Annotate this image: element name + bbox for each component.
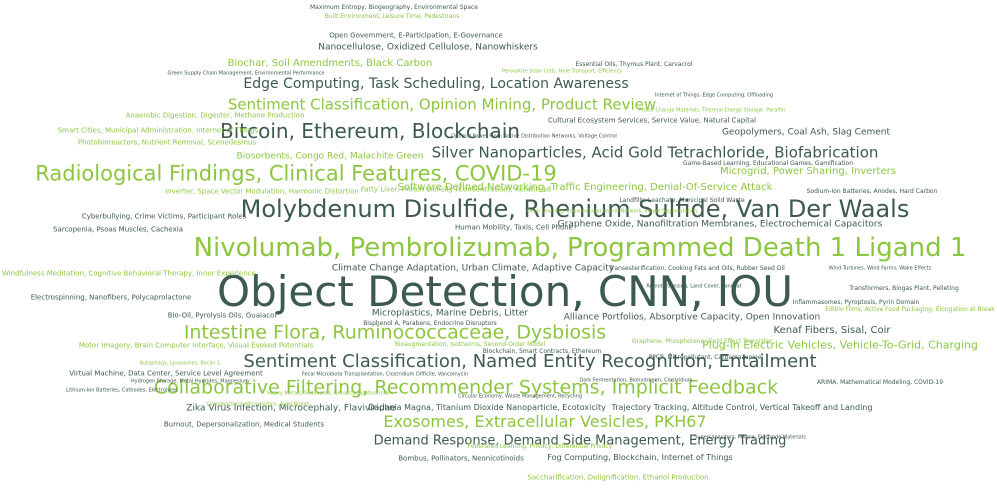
topic-word: Silver Nanoparticles, Acid Gold Tetrachl…: [431, 143, 879, 162]
topic-word: Hydrogen Storage, Metal Hydrides, Magnes…: [130, 378, 250, 385]
topic-word: Graphene Oxide, Nanofiltration Membranes…: [557, 219, 883, 230]
topic-word: Geopolymers, Coal Ash, Slag Cement: [721, 127, 891, 138]
topic-word: Sentiment Classification, Named Entity R…: [243, 351, 817, 372]
topic-word: Landfills, Leachate, Municipal Solid Was…: [619, 197, 745, 204]
topic-word: Remote Sensing, Land Cover, Landsat: [646, 283, 742, 290]
topic-word: Graphene, Phosphorene, Field Effect Tran…: [631, 338, 773, 345]
topic-word: Federated Learning, Privacy, Differentia…: [467, 443, 613, 450]
topic-word: Plug-in Electric Vehicles, Vehicle-To-Gr…: [702, 338, 978, 352]
topic-word: Bio-Oil, Pyrolysis Oils, Guaiacol: [167, 311, 277, 320]
topic-word: Daphnia Magna, Titanium Dioxide Nanopart…: [368, 403, 606, 412]
topic-word: Internet of Things, Edge Computing, Offl…: [654, 92, 774, 99]
topic-word: Fatty Liver, Proton Density (Concentrati…: [360, 185, 552, 194]
topic-word: Collaborative Filtering, Recommender Sys…: [153, 376, 779, 399]
topic-word: Heavy Metals, Sediments, Geoaccumulation…: [267, 390, 393, 397]
topic-word: Molybdenum Disulfide, Rhenium Sulfide, V…: [240, 195, 910, 223]
topic-word: Built Environment, Leisure Time, Pedestr…: [324, 13, 460, 20]
topic-word: Autophagy, Lysosomes, Beclin 1: [139, 360, 221, 367]
topic-word: Optimal Power Flow, Active Distribution …: [451, 133, 617, 140]
topic-word: Perovskite Solar Cells, Hole Transport, …: [501, 68, 623, 75]
topic-word: Object Detection, CNN, IOU: [217, 267, 793, 316]
topic-word: Nanocellulose, Oxidized Cellulose, Nanow…: [318, 42, 538, 53]
topic-word: Motor Imagery, Brain Computer Interface,…: [78, 341, 314, 350]
topic-word: Dark Fermentation, Biohydrogen, Clostrid…: [579, 377, 693, 384]
topic-word: ARIMA, Mathematical Modeling, COVID-19: [816, 379, 944, 386]
topic-word: PPCP, Micropollutant, Carbamazepine: [648, 354, 762, 361]
topic-word: Phase Change Materials, Thermal Energy S…: [638, 107, 786, 114]
topic-word: Trajectory Tracking, Altitude Control, V…: [611, 403, 873, 412]
topic-word: Electrospinning, Nanofibers, Polycaprola…: [30, 293, 192, 302]
topic-word: Green Supply Chain Management, Environme…: [167, 70, 325, 77]
topic-word: Fog Computing, Blockchain, Internet of T…: [547, 453, 733, 462]
topic-word: Alliance Portfolios, Absorptive Capacity…: [563, 312, 821, 323]
topic-word: Exosomes, Extracellular Vesicles, PKH67: [383, 412, 707, 431]
topic-word: Inflammasomes, Pyroptosis, Pyrin Domain: [792, 299, 920, 306]
topic-word: Nivolumab, Pembrolizumab, Programmed Dea…: [193, 233, 967, 263]
topic-word: Open Government, E-Participation, E-Gove…: [329, 31, 503, 40]
topic-word: Bombus, Pollinators, Neonicotinoids: [398, 454, 524, 463]
topic-word: Biochar, Soil Amendments, Black Carbon: [227, 58, 433, 69]
topic-word: Biosorbents, Congo Red, Malachite Green: [236, 151, 424, 162]
topic-word: Essential Oils, Thymus Plant, Carvacrol: [575, 61, 693, 68]
topic-word: Kenaf Fibers, Sisal, Coir: [773, 325, 891, 336]
topic-word: Sentiment Classification, Opinion Mining…: [227, 95, 657, 114]
topic-word: Windfulness Meditation, Cognitive Behavi…: [2, 269, 256, 278]
topic-word: Inverter, Space Vector Modulation, Harmo…: [165, 187, 359, 196]
topic-word: Blockchain, Smart Contracts, Ethereum: [482, 348, 602, 355]
topic-word: Transesterification, Cooking Fats and Oi…: [609, 265, 785, 272]
topic-word: Microgrid, Power Sharing, Inverters: [720, 166, 896, 177]
topic-word: Supercapacitors, MXene, Electrode Materi…: [694, 434, 806, 441]
topic-word: Transformers, Biogas Plant, Pelleting: [849, 285, 959, 292]
topic-word: Software Defined Networking, Traffic Eng…: [397, 182, 773, 193]
topic-word: Deep Learning, Convolutional Neural Netw…: [526, 208, 698, 215]
topic-word: Virtual Machine, Data Center, Service Le…: [69, 369, 263, 378]
topic-word: Climate Change Adaptation, Urban Climate…: [331, 263, 615, 274]
topic-word: Lithium-Ion Batteries, Cathodes, Electro…: [66, 387, 178, 394]
topic-word: Intestine Flora, Ruminococcaceae, Dysbio…: [183, 321, 607, 344]
topic-word: Radiological Findings, Clinical Features…: [35, 161, 557, 186]
topic-word: Cyberbullying, Crime Victims, Participan…: [81, 212, 247, 221]
topic-word: Edible Films, Active Food Packaging, Elo…: [825, 306, 995, 313]
topic-word: Zika Virus Infection, Microcephaly, Flav…: [186, 403, 396, 414]
topic-word: Burnout, Depersonalization, Medical Stud…: [163, 420, 325, 429]
topic-word: Anaerobic Digestion, Digester, Methane P…: [125, 111, 305, 120]
topic-word: Smart Cities, Municipal Administration, …: [57, 126, 259, 135]
topic-word: Bitcoin, Ethereum, Blockchain: [220, 119, 520, 143]
topic-word: Demand Response, Demand Side Management,…: [373, 433, 787, 449]
topic-word: Fecal Microbiota Transplantation, Clostr…: [301, 371, 469, 378]
topic-word: Cultural Ecosystem Services, Service Val…: [547, 116, 757, 125]
topic-word: Maximum Entropy, Biogeography, Environme…: [310, 4, 478, 11]
topic-word: Circular Economy, Waste Management, Recy…: [458, 393, 582, 400]
topic-word: Wind Turbines, Wind Farms, Wake Effects: [828, 265, 932, 272]
topic-word: Cyanobacteria, Microcystins, Algal Bloom: [206, 401, 310, 408]
topic-word: Microplastics, Marine Debris, Litter: [371, 308, 529, 319]
topic-word: Game-Based Learning, Educational Games, …: [682, 160, 854, 167]
topic-word: Photobioreactors, Nutrient Removal, Scen…: [77, 138, 257, 147]
topic-word: Bioaugmentation, Isotherms, Second-Order…: [394, 341, 546, 348]
topic-word: Saccharification, Delignification, Ethan…: [527, 473, 709, 482]
topic-word: Human Mobility, Taxis, Cell Phone: [455, 223, 573, 232]
topic-word: Edge Computing, Task Scheduling, Locatio…: [243, 76, 629, 92]
topic-word: Sodium-Ion Batteries, Anodes, Hard Carbo…: [806, 188, 938, 195]
topic-word: Bisphenol A, Parabens, Endocrine Disrupt…: [363, 320, 497, 327]
topic-word: Sarcopenia, Psoas Muscles, Cachexia: [53, 225, 183, 234]
